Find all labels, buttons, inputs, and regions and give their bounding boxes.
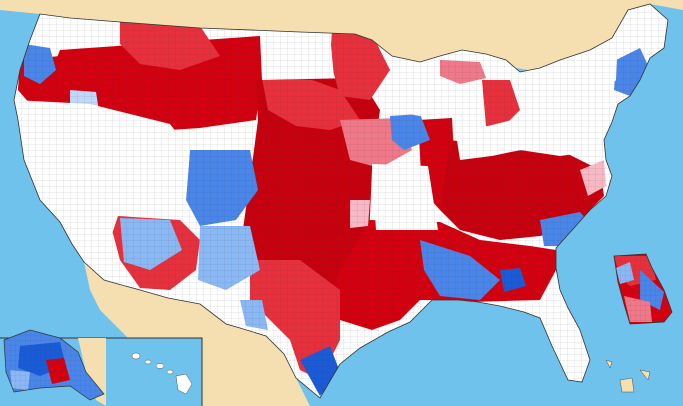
hawaii-inset: [106, 337, 203, 406]
canada-landmass: [0, 0, 683, 72]
mexico-landmass: [84, 262, 310, 406]
caribbean-islands: [605, 359, 651, 393]
alaska-inset: [0, 329, 107, 406]
georgia-inset: [613, 253, 673, 325]
